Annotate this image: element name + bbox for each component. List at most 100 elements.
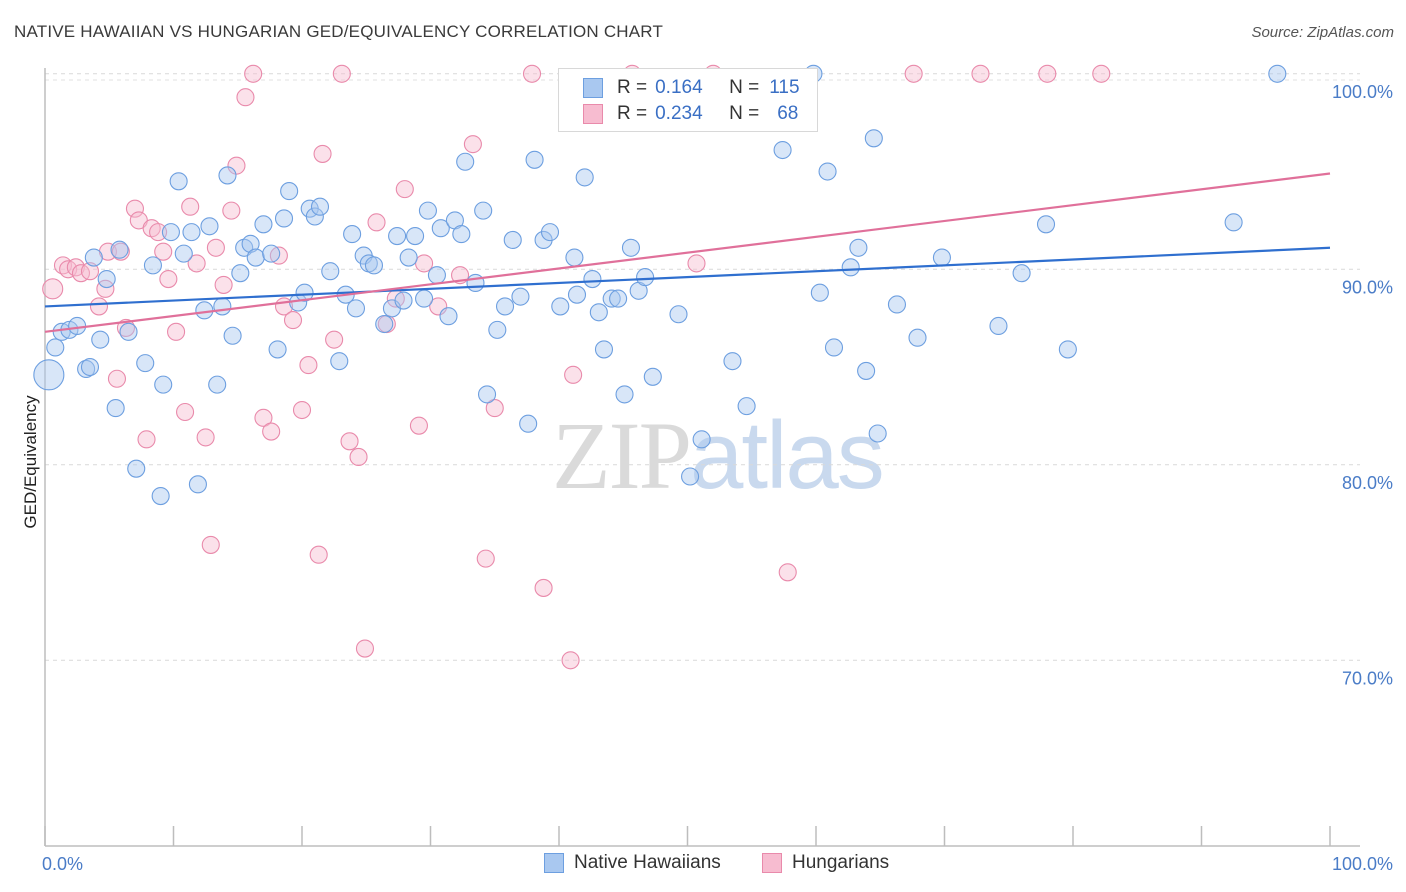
series-label-native-hawaiians: Native Hawaiians [574,852,721,873]
legend-row-native-hawaiians: R = 0.164 N = 115 [583,75,800,101]
native-hawaiian-point [681,467,700,486]
native-hawaiian-point [97,269,116,289]
y-tick-label: 70.0% [1342,668,1393,688]
hungarian-point [269,246,288,265]
hungarian-point [522,64,542,83]
native-hawaiian-point [669,305,688,324]
native-hawaiian-point [46,338,65,357]
legend-n-label: N = [729,77,760,98]
native-hawaiian-point [565,248,584,267]
native-hawaiian-point [540,223,560,242]
hungarian-point [66,258,85,277]
hungarian-point [687,254,706,273]
native-hawaiian-point [857,361,876,380]
native-hawaiian-point [154,375,173,394]
native-hawaiian-point [200,217,219,236]
native-hawaiian-point [621,238,641,257]
hungarian-point [244,64,263,83]
native-hawaiian-point [80,357,100,377]
legend-r-value: 0.234 [655,103,703,124]
zipatlas-watermark: ZIPatlas [552,400,885,511]
hungarian-point [485,399,504,418]
native-hawaiian-point [519,414,538,433]
native-hawaiian-point [841,258,860,277]
watermark-atlas: atlas [690,402,885,509]
hungarian-point [137,430,156,449]
hungarian-point [476,549,495,568]
hungarian-point [313,144,332,163]
hungarian-point [201,535,220,554]
native-hawaiian-point [810,283,829,302]
y-tick-label: 100.0% [1332,82,1393,102]
legend-n-value: 115 [769,77,800,98]
native-hawaiian-point [218,166,237,185]
native-hawaiian-point [330,352,349,371]
hungarian-point [167,322,186,341]
native-hawaiian-point [609,289,628,308]
native-hawaiian-point [364,256,384,275]
hungarian-point [778,563,797,582]
hungarian-point [262,422,281,441]
native-hawaiian-point [477,385,497,404]
hungarian-point [149,223,168,242]
native-hawaiian-point [136,354,155,373]
y-axis-title: GED/Equivalency [21,395,40,529]
series-legend: Native Hawaiians Hungarians [0,852,1406,878]
x-tick-label: 0.0% [42,854,83,874]
native-hawaiian-point [84,248,103,267]
hungarians-trend-line [44,172,1331,333]
native-hawaiian-point [737,397,756,416]
hungarian-point [367,213,386,232]
hungarian-point [187,254,206,273]
hungarian-point [299,356,318,375]
series-swatch-native-hawaiians [544,853,564,873]
correlation-legend: R = 0.164 N = 115 R = 0.234 N = 68 [558,68,818,132]
legend-n-label: N = [729,103,760,124]
hungarian-point [534,578,553,597]
native-hawaiian-point [399,248,418,267]
native-hawaiian-point [887,295,907,314]
native-hawaiian-point [110,240,129,259]
series-legend-native-hawaiians[interactable]: Native Hawaiians [544,852,721,874]
native-hawaiian-point [388,226,407,246]
native-hawaiian-point [151,487,170,506]
native-hawaiian-point [643,367,662,386]
hungarian-point [181,197,200,216]
native-hawaiian-point [406,226,425,246]
native-hawaiian-point [692,430,711,449]
native-hawaiian-point [989,316,1008,336]
hungarian-point [89,297,109,316]
hungarian-point [42,278,64,300]
hungarian-point [340,432,359,451]
hungarian-point [176,402,195,422]
native-hawaiian-point [268,340,287,359]
native-hawaiian-point [615,385,634,404]
native-hawaiian-point [583,269,602,289]
hungarian-point [355,639,375,658]
series-legend-hungarians[interactable]: Hungarians [762,852,889,874]
hungarian-point [196,428,215,447]
native-hawaiian-point [91,330,110,349]
native-hawaiian-point [602,289,621,308]
hungarian-point [159,269,178,289]
hungarian-point [1038,64,1057,83]
x-tick-label: 100.0% [1332,854,1393,874]
hungarian-point [332,64,351,83]
native-hawaiian-point [321,262,340,281]
hungarians-points [42,64,1111,670]
legend-swatch-native-hawaiians [583,78,603,98]
hungarian-point [71,264,91,283]
hungarian-point [349,447,368,467]
native-hawaiian-point [589,303,608,322]
series-label-hungarians: Hungarians [792,852,890,873]
native-hawaiian-point [310,197,330,216]
hungarian-point [1092,64,1111,83]
native-hawaiian-point [868,424,887,443]
hungarian-point [236,88,255,107]
native-hawaiian-point [1036,215,1056,234]
native-hawaiian-point [594,340,614,359]
native-hawaiian-point [456,152,475,171]
legend-r-label: R = [617,103,648,124]
native-hawaiian-point [231,264,250,283]
